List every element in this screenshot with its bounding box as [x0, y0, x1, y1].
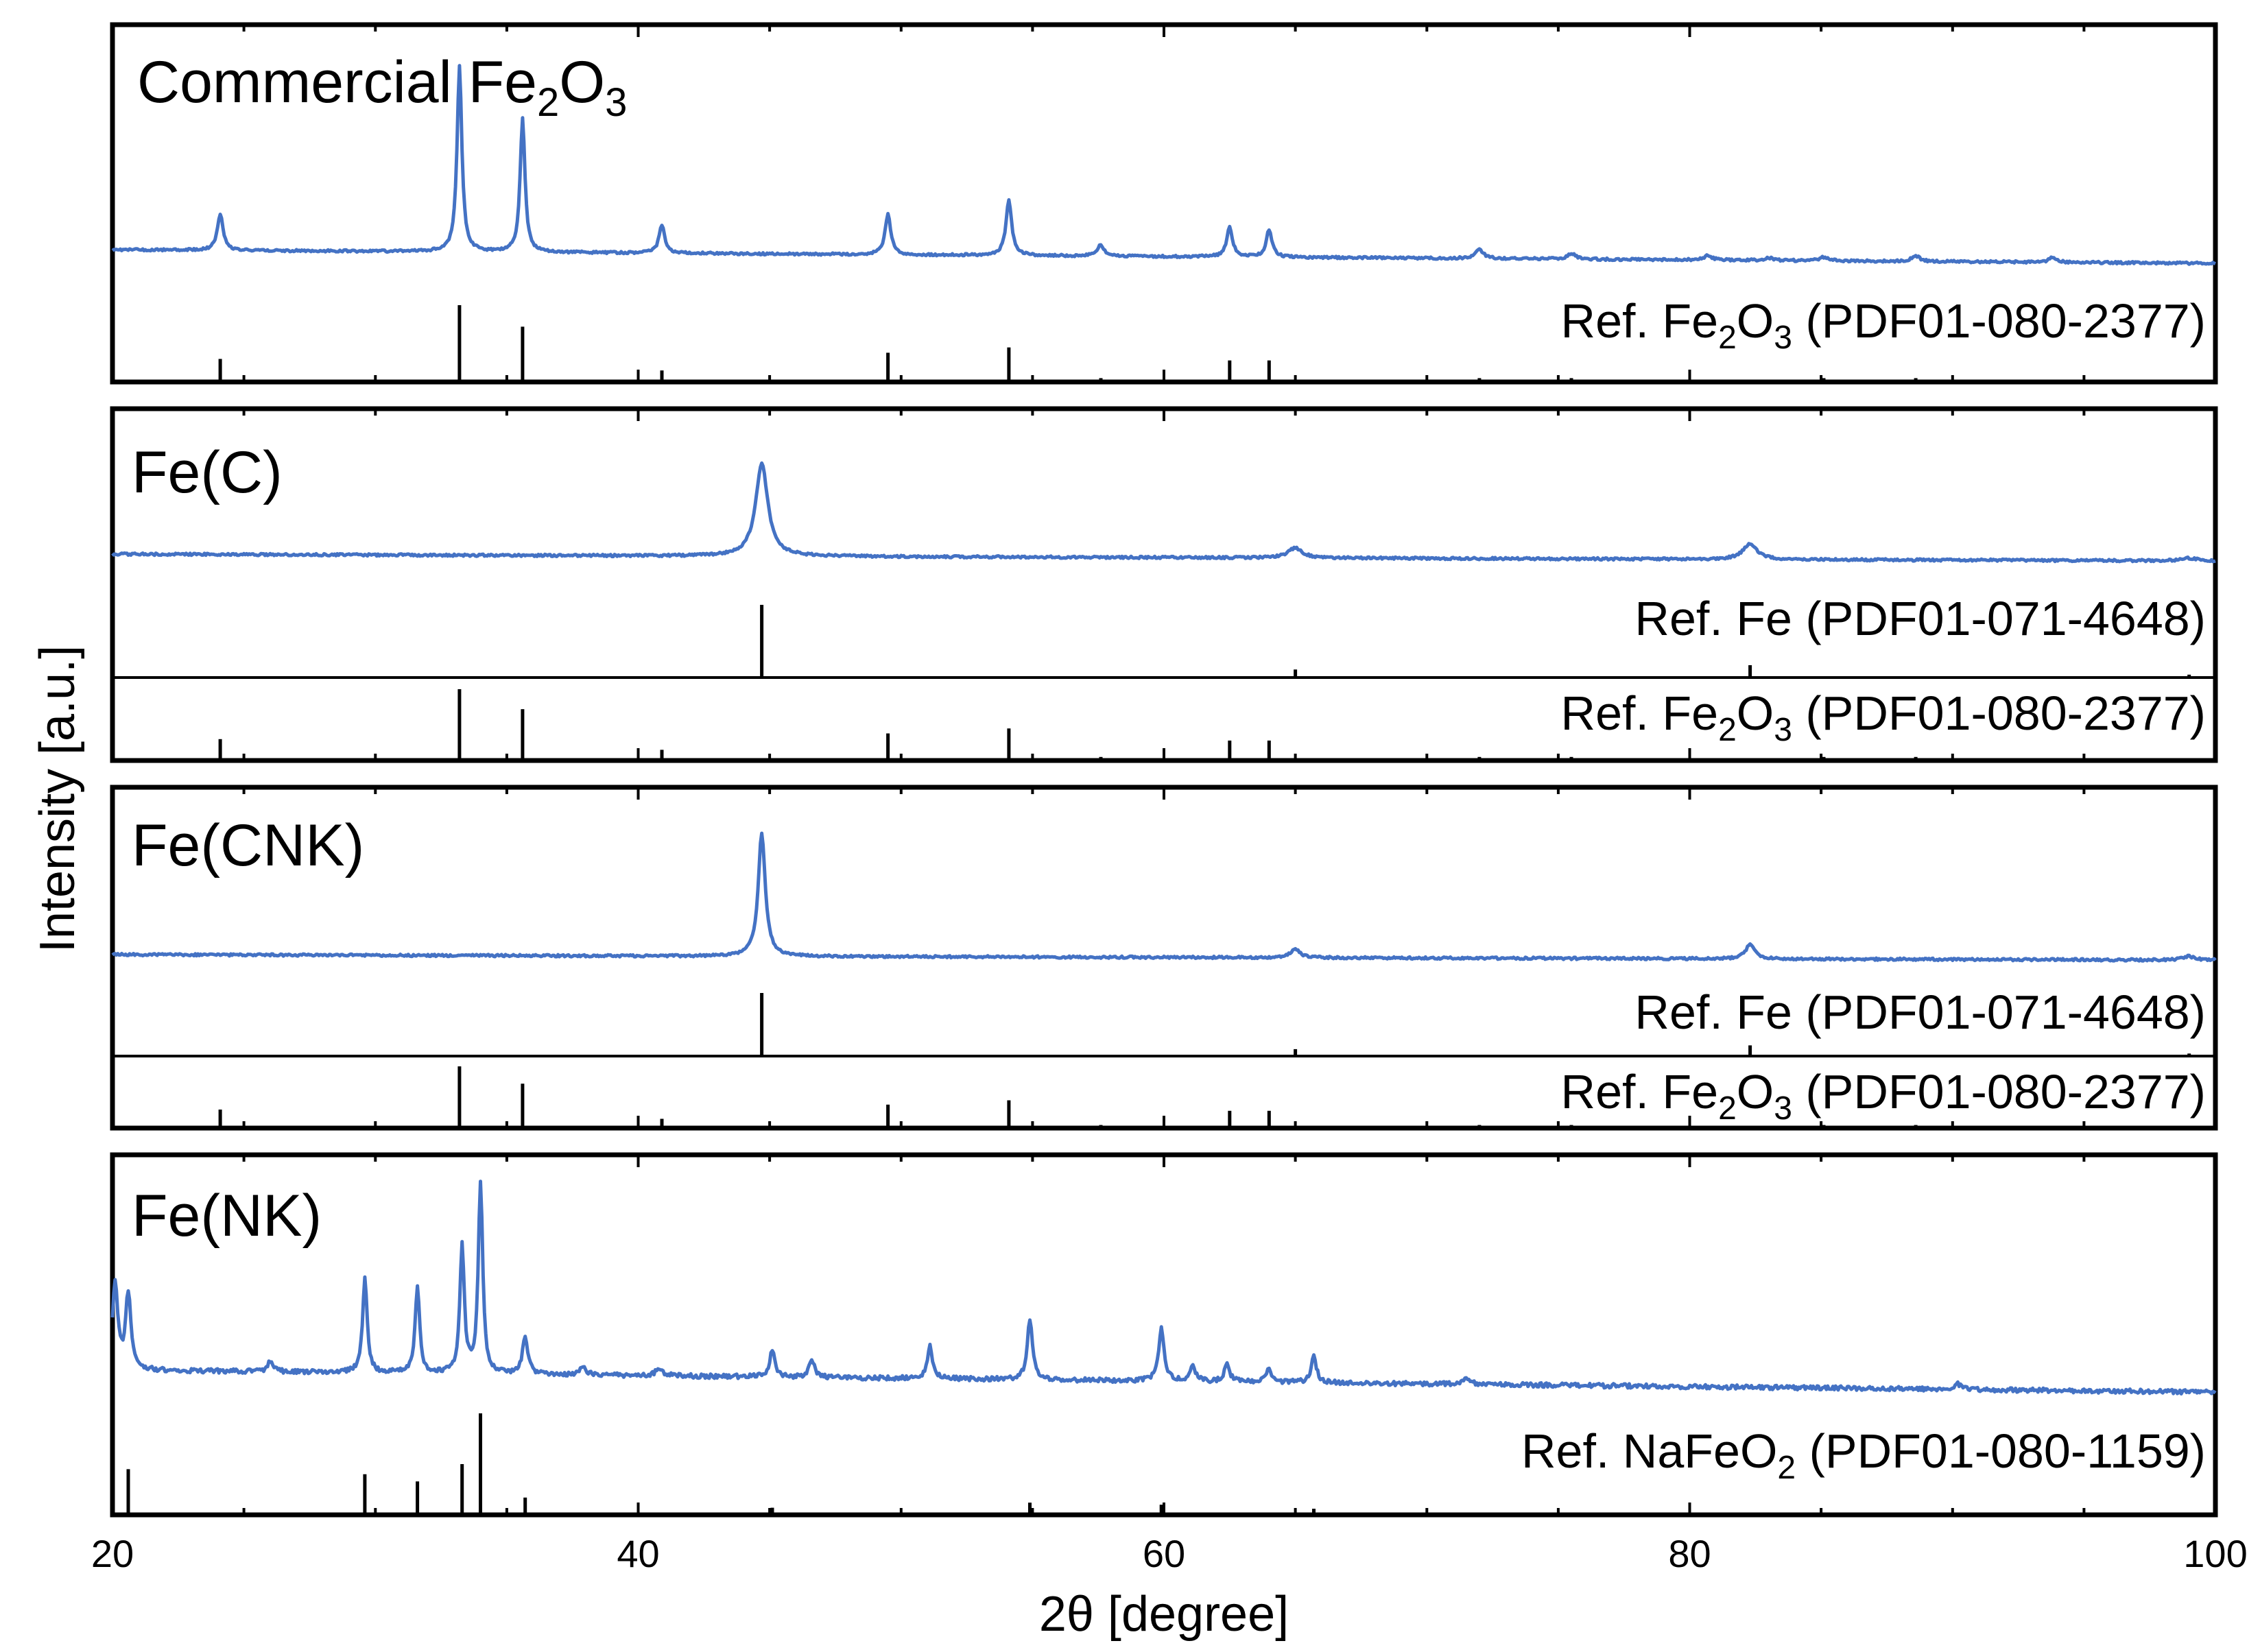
trace-commercial-fe2o3 [111, 64, 2216, 266]
ref-lines-nafeo2 [126, 1413, 1316, 1515]
x-ticks [111, 25, 2217, 382]
x-ticks [111, 787, 2217, 1128]
x-tick-label: 100 [2183, 1532, 2247, 1575]
ref-lines-fe [760, 605, 2191, 678]
x-axis-title: 2θ [degree] [1039, 1587, 1289, 1642]
x-ticks [111, 409, 2217, 761]
sample-label: Fe(C) [132, 440, 283, 505]
sample-label: Commercial Fe2O3 [137, 49, 627, 125]
ref-lines-fe2o3 [218, 689, 2054, 761]
panel-fe-c: Fe(C) Ref. Fe (PDF01-071-4648) Ref. Fe2O… [110, 406, 2218, 763]
ref-label: Ref. Fe2O3 (PDF01-080-2377) [1561, 686, 2206, 748]
x-ticks [111, 1155, 2217, 1515]
trace-fe-nk [110, 1180, 2217, 1396]
y-axis-title: Intensity [a.u.] [30, 645, 85, 953]
ref-label: Ref. Fe (PDF01-071-4648) [1634, 592, 2206, 645]
x-tick-label: 40 [617, 1532, 659, 1575]
panel-commercial-fe2o3: Commercial Fe2O3 Ref. Fe2O3 (PDF01-080-2… [110, 22, 2218, 385]
x-tick-label: 60 [1143, 1532, 1185, 1575]
sample-label: Fe(CNK) [132, 813, 364, 878]
ref-lines-fe2o3 [218, 305, 2054, 382]
x-tick-label: 20 [91, 1532, 134, 1575]
ref-lines-fe2o3 [218, 1066, 2054, 1128]
ref-lines-fe [760, 993, 2191, 1056]
ref-label: Ref. Fe2O3 (PDF01-080-2377) [1561, 294, 2206, 356]
trace-fe-cnk [111, 831, 2217, 963]
trace-fe-c [111, 461, 2216, 564]
panel-fe-nk: Fe(NK) Ref. NaFeO2 (PDF01-080-1159) [110, 1152, 2218, 1518]
panel-fe-cnk: Fe(CNK) Ref. Fe (PDF01-071-4648) Ref. Fe… [110, 785, 2218, 1131]
x-tick-label: 80 [1668, 1532, 1711, 1575]
ref-label: Ref. Fe (PDF01-071-4648) [1634, 985, 2206, 1039]
sample-label: Fe(NK) [132, 1183, 322, 1249]
ref-label: Ref. Fe2O3 (PDF01-080-2377) [1561, 1065, 2206, 1127]
x-tick-labels: 20 40 60 80 100 [91, 1532, 2248, 1575]
ref-label: Ref. NaFeO2 (PDF01-080-1159) [1521, 1424, 2206, 1486]
